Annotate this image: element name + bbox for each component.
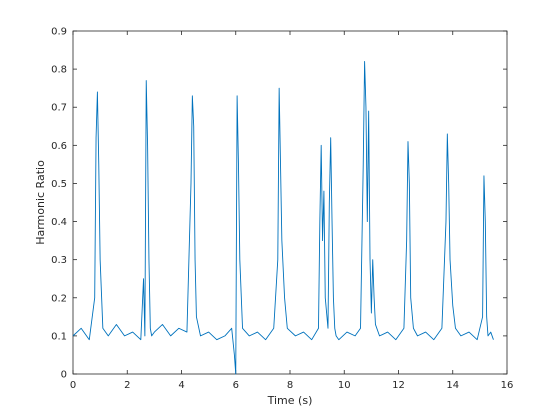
x-tick-label: 0 — [70, 380, 76, 391]
x-tick-label: 4 — [178, 380, 184, 391]
x-tick-label: 12 — [392, 380, 405, 391]
y-tick-label: 0.7 — [51, 103, 67, 114]
y-tick-label: 0.3 — [51, 255, 67, 266]
y-tick-label: 0.9 — [51, 27, 67, 38]
x-tick-label: 10 — [338, 380, 351, 391]
series-line — [72, 61, 494, 375]
y-tick-label: 0.8 — [51, 65, 67, 76]
y-tick-label: 0.2 — [51, 293, 67, 304]
x-tick-label: 16 — [501, 380, 514, 391]
x-tick-label: 6 — [233, 380, 239, 391]
y-tick-label: 0.6 — [51, 141, 67, 152]
x-axis-label: Time (s) — [267, 394, 313, 407]
x-tick-label: 8 — [287, 380, 293, 391]
y-tick-label: 0.1 — [51, 331, 67, 342]
x-tick-label: 14 — [446, 380, 459, 391]
y-tick-label: 0.4 — [51, 217, 67, 228]
x-tick-label: 2 — [124, 380, 130, 391]
y-tick-label: 0.5 — [51, 179, 67, 190]
y-tick-label: 0 — [61, 370, 67, 381]
y-axis-label: Harmonic Ratio — [34, 160, 47, 245]
